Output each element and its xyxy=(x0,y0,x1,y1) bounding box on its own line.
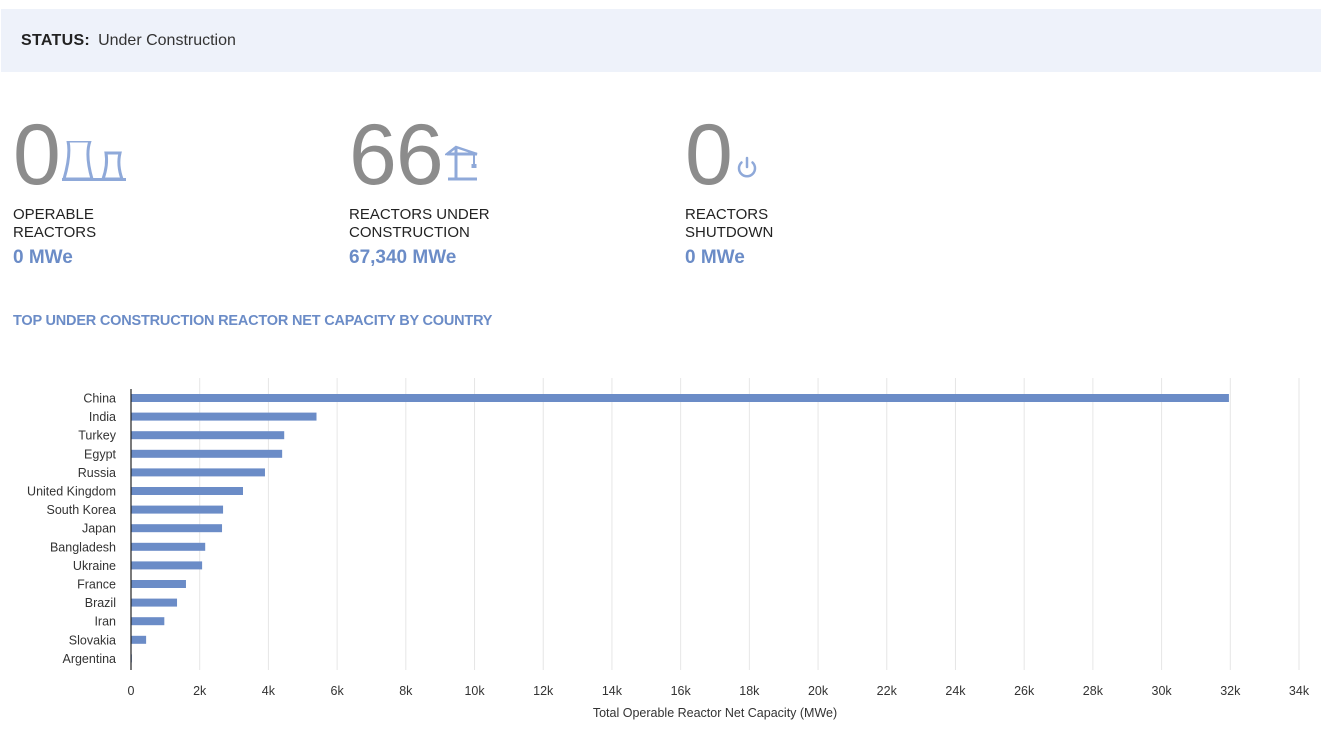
x-tick-label: 12k xyxy=(533,684,554,698)
x-tick-label: 34k xyxy=(1289,684,1310,698)
bar-iran[interactable] xyxy=(131,617,165,626)
stat-operable-reactors: 0 OPERABLE REACTORS 0 MWe xyxy=(13,112,313,269)
x-tick-label: 6k xyxy=(331,684,345,698)
category-label: Japan xyxy=(82,522,116,536)
category-label: Slovakia xyxy=(69,633,116,647)
category-label: Brazil xyxy=(85,596,116,610)
operable-reactors-label-line1: OPERABLE xyxy=(13,206,94,223)
power-icon xyxy=(734,155,760,186)
bar-turkey[interactable] xyxy=(131,431,285,440)
x-tick-label: 0 xyxy=(128,684,135,698)
operable-reactors-mwe: 0 MWe xyxy=(13,247,73,268)
bar-brazil[interactable] xyxy=(131,598,178,607)
stat-reactors-under-construction: 66 REACTORS UNDER CONSTRUCTION 67,340 MW… xyxy=(349,112,649,269)
under-construction-label-line1: REACTORS UNDER xyxy=(349,206,490,223)
under-construction-mwe: 67,340 MWe xyxy=(349,247,457,268)
bar-russia[interactable] xyxy=(131,468,265,477)
category-label: South Korea xyxy=(47,503,117,517)
bar-france[interactable] xyxy=(131,580,186,588)
bar-south-korea[interactable] xyxy=(131,505,224,514)
bar-slovakia[interactable] xyxy=(131,635,147,644)
cooling-tower-icon xyxy=(61,139,126,186)
category-label: Turkey xyxy=(78,429,116,443)
category-label: Argentina xyxy=(62,652,116,666)
bar-ukraine[interactable] xyxy=(131,561,203,570)
x-tick-label: 4k xyxy=(262,684,276,698)
bar-japan[interactable] xyxy=(131,524,223,533)
x-tick-label: 10k xyxy=(464,684,485,698)
category-label: Ukraine xyxy=(73,559,116,573)
x-tick-label: 8k xyxy=(399,684,413,698)
capacity-bar-chart: 0 2k 4k 6k 8k 10k 12k 14k 16k 18k 20k 22k 24k 26k 28k 3… xyxy=(27,378,1310,720)
category-label: India xyxy=(89,410,116,424)
status-label: STATUS: xyxy=(21,31,91,49)
category-label: France xyxy=(77,578,116,592)
chart-labels: 0 2k 4k 6k 8k 10k 12k 14k 16k 18k 20k 22k 24k 26k 28k 3… xyxy=(27,392,1310,699)
under-construction-count: 66 xyxy=(349,107,444,203)
x-tick-label: 20k xyxy=(808,684,829,698)
category-label: China xyxy=(83,392,116,406)
x-axis-title: Total Operable Reactor Net Capacity (MWe… xyxy=(593,706,837,720)
x-tick-label: 32k xyxy=(1220,684,1241,698)
x-tick-label: 18k xyxy=(739,684,760,698)
shutdown-count: 0 xyxy=(685,107,733,203)
category-label: United Kingdom xyxy=(27,485,116,499)
bar-egypt[interactable] xyxy=(131,449,283,458)
x-tick-label: 14k xyxy=(602,684,623,698)
chart-title: TOP UNDER CONSTRUCTION REACTOR NET CAPAC… xyxy=(13,313,493,329)
under-construction-label-line2: CONSTRUCTION xyxy=(349,224,470,241)
operable-reactors-count: 0 xyxy=(13,107,61,203)
x-tick-label: 28k xyxy=(1083,684,1104,698)
x-tick-label: 2k xyxy=(193,684,207,698)
x-tick-label: 24k xyxy=(945,684,966,698)
category-label: Russia xyxy=(78,466,116,480)
status-value: Under Construction xyxy=(98,31,236,49)
status-bar: STATUS: Under Construction xyxy=(1,9,1321,72)
x-tick-label: 30k xyxy=(1152,684,1173,698)
x-tick-label: 16k xyxy=(671,684,692,698)
x-tick-label: 26k xyxy=(1014,684,1035,698)
shutdown-label-line2: SHUTDOWN xyxy=(685,224,774,241)
category-label: Iran xyxy=(94,615,116,629)
chart-bars xyxy=(131,394,1229,663)
category-label: Bangladesh xyxy=(50,540,116,554)
crane-icon xyxy=(443,145,479,186)
shutdown-mwe: 0 MWe xyxy=(685,247,745,268)
shutdown-label-line1: REACTORS xyxy=(685,206,769,223)
x-tick-label: 22k xyxy=(877,684,898,698)
operable-reactors-label-line2: REACTORS xyxy=(13,224,97,241)
bar-india[interactable] xyxy=(131,412,317,421)
bar-china[interactable] xyxy=(131,394,1229,402)
category-label: Egypt xyxy=(84,447,116,461)
chart-gridlines xyxy=(199,378,1300,670)
bar-united-kingdom[interactable] xyxy=(131,487,243,495)
bar-bangladesh[interactable] xyxy=(131,542,206,551)
stat-reactors-shutdown: 0 REACTORS SHUTDOWN 0 MWe xyxy=(685,112,985,269)
